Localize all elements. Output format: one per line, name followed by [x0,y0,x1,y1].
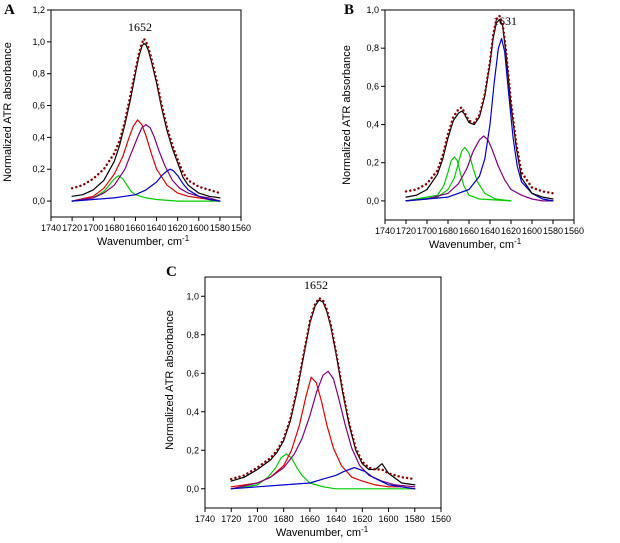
panel-a: A 1652 Normalized ATR absorbance Wavenum… [2,2,251,248]
panel-a-xlabel-text: Wavenumber, cm [97,236,182,248]
panel-b-xtick-label: 1680 [438,226,458,236]
panel-c-series-band-1625 [230,467,416,490]
panel-a-xtick-label: 1640 [147,223,167,233]
panel-b: B 1631 Normalized ATR absorbance Wavenum… [341,2,584,251]
panel-a-letter: A [4,2,15,18]
panel-c-xtick-label: 1680 [274,514,294,524]
panel-a-xlabel: Wavenumber, cm-1 [97,234,190,248]
panel-c-peak-label: 1652 [304,278,328,292]
panel-c-xtick-label: 1740 [195,514,215,524]
panel-b-xtick-label: 1720 [396,226,416,236]
panel-a-ytick-label: 1,0 [32,37,45,47]
panel-a-ytick-label: 0,0 [32,196,45,206]
panel-c-xlabel-sup: -1 [361,525,369,534]
panel-b-xlabel-text: Wavenumber, cm [429,239,514,251]
panel-a-xlabel-sup: -1 [182,234,190,243]
panel-c-xtick-label: 1560 [431,514,451,524]
panel-c: C 1652 Normalized ATR absorbance Wavenum… [164,264,451,539]
panel-a-xtick-label: 1740 [41,223,61,233]
panel-c-ylabel: Normalized ATR absorbance [164,310,176,450]
panel-c-letter: C [166,264,177,280]
panel-c-series-fit [230,297,416,481]
panel-b-xtick-label: 1600 [522,226,542,236]
panel-c-xtick-label: 1640 [326,514,346,524]
panel-c-xtick-label: 1580 [405,514,425,524]
panel-c-xtick-label: 1600 [379,514,399,524]
panel-a-xtick-label: 1660 [125,223,145,233]
panel-c-ytick-label: 1,0 [186,291,199,301]
panel-c-xtick-label: 1660 [300,514,320,524]
panel-b-plot-frame [384,9,575,221]
panel-b-xlabel: Wavenumber, cm-1 [429,237,522,251]
panel-a-ylabel: Normalized ATR absorbance [2,42,14,182]
panel-a-ytick-label: 0,8 [32,69,45,79]
panel-b-xtick-label: 1660 [459,226,479,236]
panel-c-xlabel-text: Wavenumber, cm [276,527,361,539]
panel-a-series-measured [71,42,221,199]
panel-b-series-fit [404,14,555,195]
panel-b-xtick-label: 1560 [564,226,584,236]
panel-c-ytick-label: 0,4 [186,407,199,417]
panel-a-plot-frame [50,9,242,218]
panel-a-xtick-label: 1700 [83,223,103,233]
panel-b-ytick-label: 0,2 [366,158,379,168]
panel-c-series-measured [230,299,416,486]
panel-a-ytick-label: 0,4 [32,132,45,142]
panel-c-series-band-1659 [230,376,416,490]
panel-b-series-band-1629 [405,38,554,202]
panel-a-xtick-label: 1600 [189,223,209,233]
panel-a-xtick-label: 1620 [168,223,188,233]
panel-b-xlabel-sup: -1 [514,237,522,246]
panel-c-xlabel: Wavenumber, cm-1 [276,525,369,539]
panel-c-ytick-label: 0,8 [186,330,199,340]
panel-a-xtick-label: 1580 [210,223,230,233]
panel-c-plot-frame [204,276,442,509]
panel-a-xtick-label: 1720 [62,223,82,233]
panel-a-ytick-label: 0,2 [32,164,45,174]
panel-a-ytick-label: 1,2 [32,5,45,15]
panel-a-xtick-label: 1680 [104,223,124,233]
panel-a-series-band-1628 [71,168,221,202]
panel-a-peak-label: 1652 [128,20,152,34]
panel-b-xtick-label: 1700 [417,226,437,236]
panel-a-ytick-label: 0,6 [32,101,45,111]
panel-a-series-fit [70,37,222,195]
panel-b-series-band-1674 [405,156,512,202]
panel-b-ytick-label: 1,0 [366,5,379,15]
panel-b-series-measured [405,18,554,200]
panel-b-letter: B [344,2,354,18]
panel-a-xtick-label: 1560 [231,223,251,233]
panel-b-peak-label: 1631 [493,14,517,28]
panel-b-xtick-label: 1740 [375,226,395,236]
panel-a-series-band-1676 [71,175,221,202]
panel-b-ylabel: Normalized ATR absorbance [341,45,353,185]
panel-c-ytick-label: 0,0 [186,484,199,494]
panel-c-series-band-1678 [230,453,416,490]
panel-b-xtick-label: 1640 [480,226,500,236]
panel-a-series-band-1650 [71,124,221,202]
panel-b-xtick-label: 1580 [543,226,563,236]
panel-c-series-band-1646 [230,370,416,490]
panel-b-xtick-label: 1620 [501,226,521,236]
panel-b-ytick-label: 0,6 [366,81,379,91]
panel-c-ytick-label: 0,2 [186,445,199,455]
panel-c-ytick-label: 0,6 [186,368,199,378]
panel-b-series-band-1664 [405,146,512,202]
panel-c-xtick-label: 1700 [247,514,267,524]
panel-b-ytick-label: 0,4 [366,120,379,130]
panel-b-ytick-label: 0,0 [366,196,379,206]
panel-a-series-band-1658 [71,119,221,202]
panel-c-xtick-label: 1720 [221,514,241,524]
panel-c-xtick-label: 1620 [352,514,372,524]
panel-b-ytick-label: 0,8 [366,43,379,53]
